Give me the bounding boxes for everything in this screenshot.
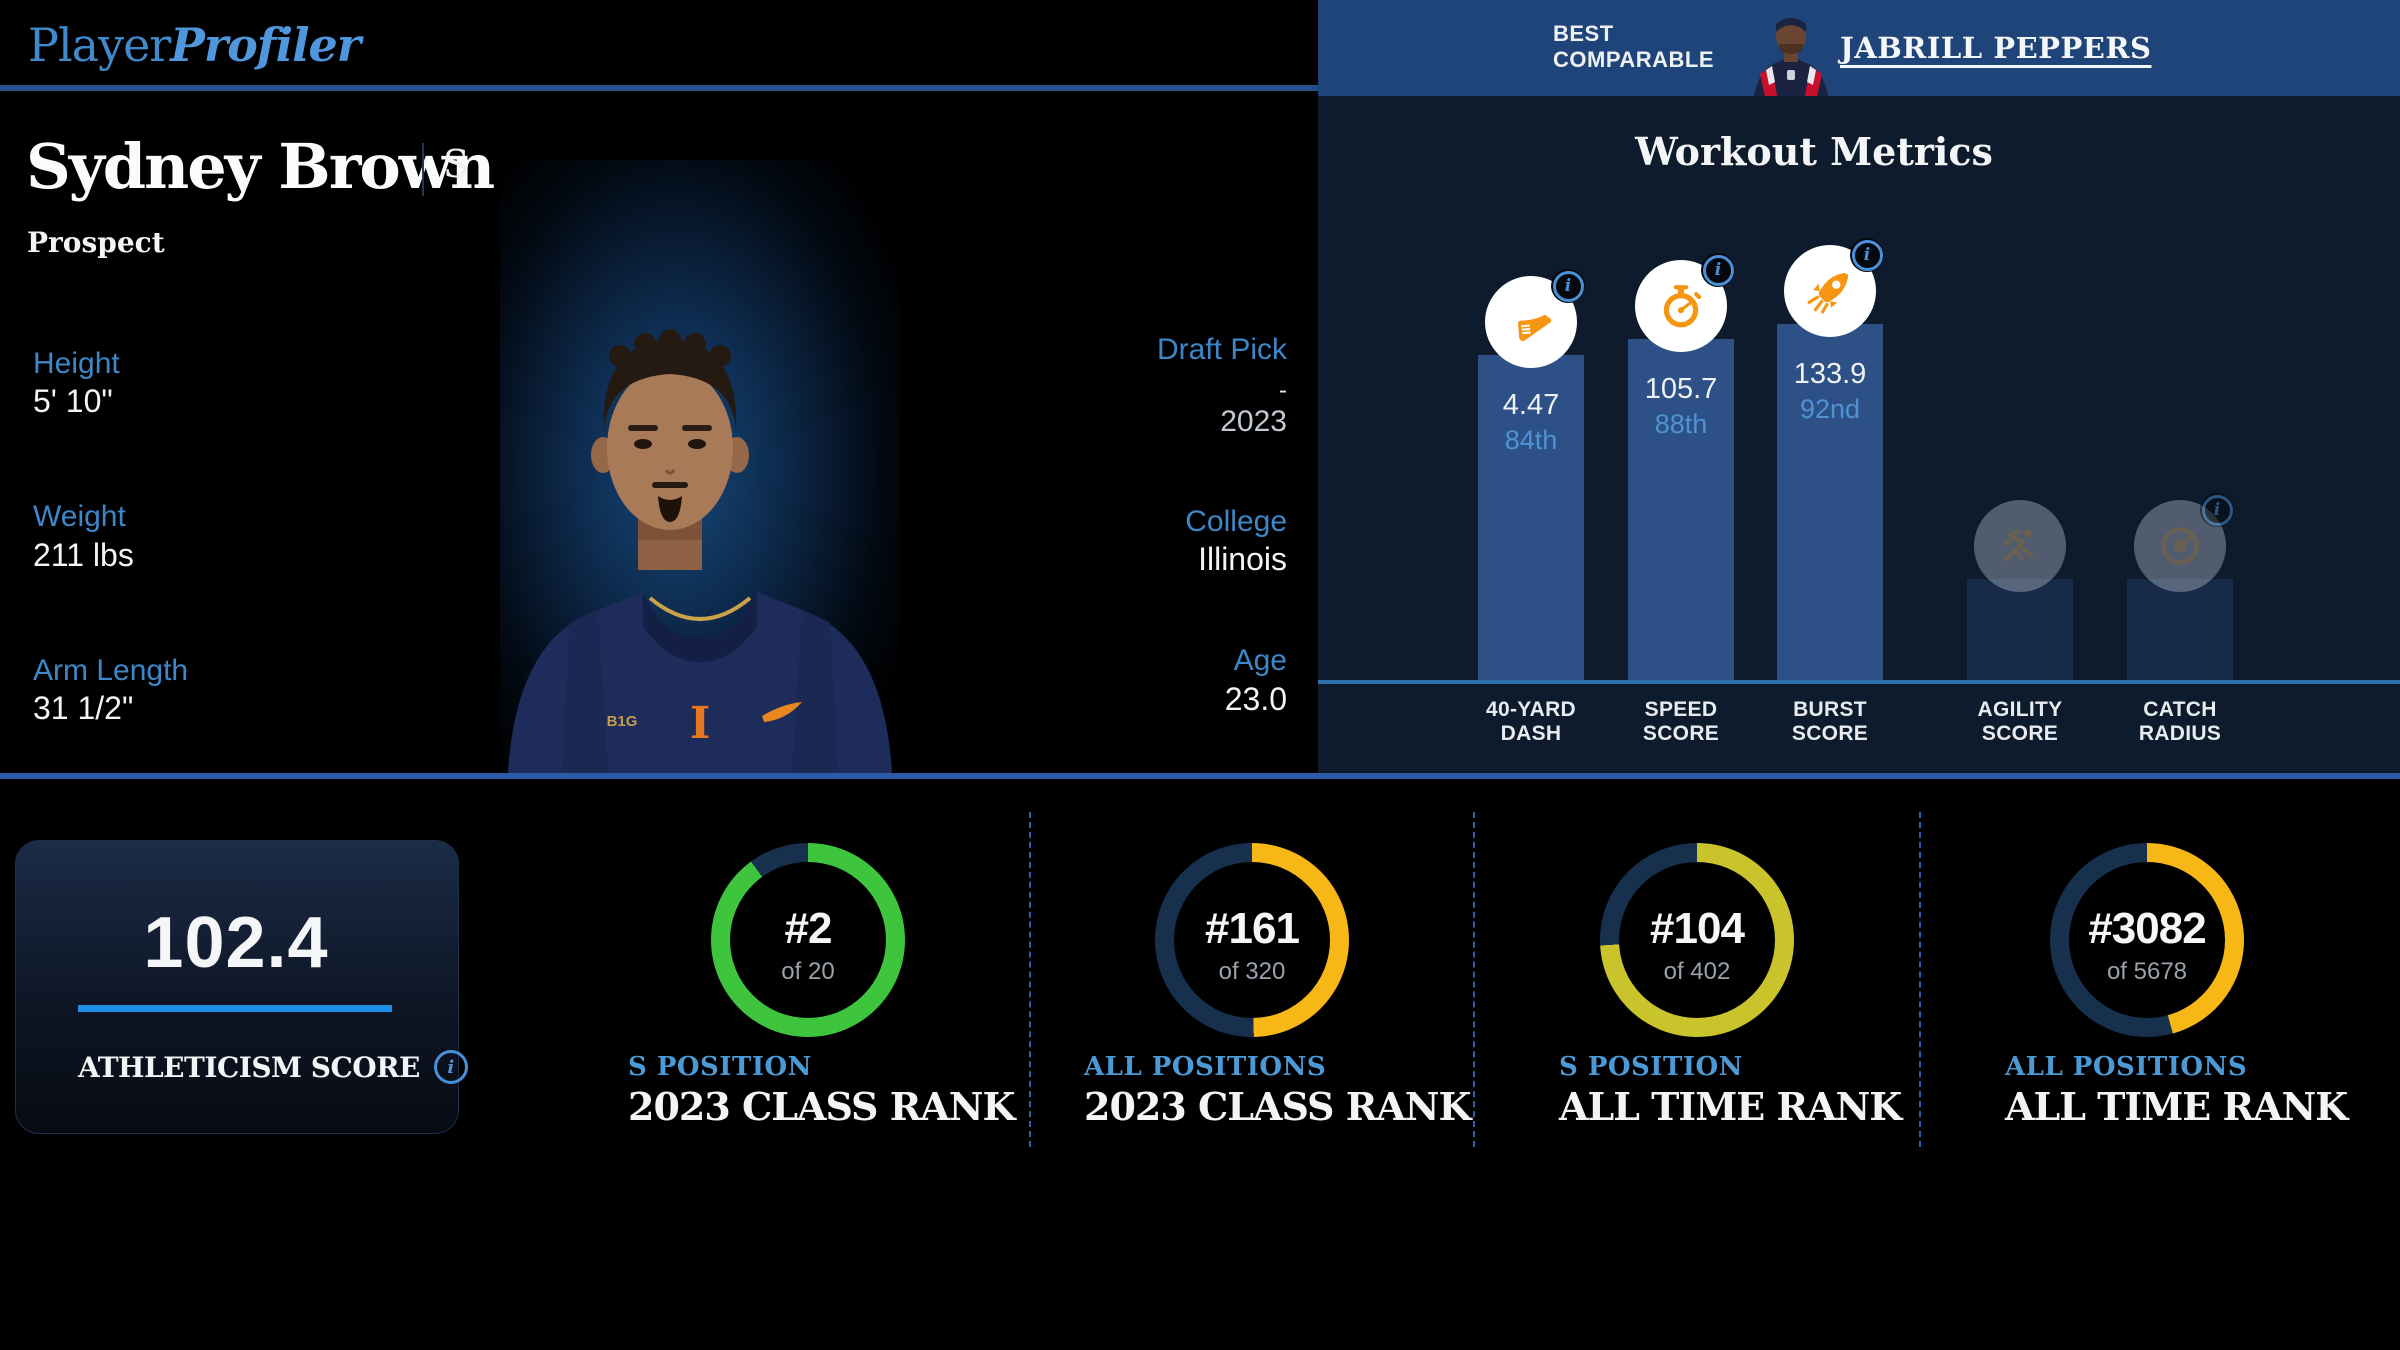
rank-title: ALL TIME RANK xyxy=(2005,1084,2348,1129)
arm-length-value: 31 1/2" xyxy=(33,690,134,726)
metric-40-yard-dash: i 4.47 84th 40-YARD DASH xyxy=(1456,96,1606,777)
header-divider xyxy=(0,85,1318,91)
donut-all-positions-class-rank xyxy=(1155,843,1349,1037)
metric-value: 105.7 xyxy=(1644,373,1718,405)
playerprofiler-logo[interactable]: PlayerProfiler xyxy=(28,18,361,72)
rank-scope: ALL POSITIONS xyxy=(2005,1052,2248,1082)
rank-total: of 320 xyxy=(1218,958,1286,985)
metric-value: 133.9 xyxy=(1793,358,1867,390)
rank-scope: S POSITION xyxy=(628,1052,812,1082)
rank-total: of 402 xyxy=(1663,958,1731,985)
bar-agility-score xyxy=(1967,579,2073,680)
college-label: College xyxy=(1185,505,1287,538)
player-name: Sydney Brown xyxy=(26,130,495,203)
info-icon[interactable]: i xyxy=(2200,493,2234,527)
rank-total: of 5678 xyxy=(2106,958,2188,985)
draft-year: 2023 xyxy=(1220,405,1287,438)
rank-divider xyxy=(1473,812,1475,1147)
chart-baseline xyxy=(1318,680,2400,684)
logo-word-profiler: Profiler xyxy=(170,18,361,72)
svg-text:B1G: B1G xyxy=(607,713,638,730)
metric-percentile: 84th xyxy=(1504,425,1558,455)
bar-speed-score xyxy=(1628,339,1734,680)
height-label: Height xyxy=(33,347,120,380)
weight-value: 211 lbs xyxy=(33,537,134,573)
player-position: S xyxy=(443,142,470,186)
athleticism-score-value: 102.4 xyxy=(143,903,329,983)
workout-metrics-title: Workout Metrics xyxy=(1635,129,1993,174)
arm-length-label: Arm Length xyxy=(33,654,189,687)
donut-all-positions-all-time-rank xyxy=(2050,843,2244,1037)
workout-metrics-panel: Workout Metrics i 4.47 84th 40-YARD DASH xyxy=(1318,96,2400,777)
bar-burst-score xyxy=(1777,324,1883,680)
metric-agility-score: AGILITY SCORE xyxy=(1945,96,2095,777)
draft-pick-value: - xyxy=(1279,377,1287,404)
best-comparable-label: BEST COMPARABLE xyxy=(1553,21,1715,72)
metric-speed-score: i 105.7 88th SPEED SCORE xyxy=(1606,96,1756,777)
runner-icon xyxy=(1974,500,2066,592)
bar-40-yard-dash xyxy=(1478,355,1584,680)
weight-label: Weight xyxy=(33,500,126,533)
bar-catch-radius xyxy=(2127,579,2233,680)
donut-s-position-class-rank xyxy=(711,843,905,1037)
best-comparable-banner: BEST COMPARABLE JABRILL PEPPERS xyxy=(1318,0,2400,96)
metric-label: BURST SCORE xyxy=(1791,698,1869,745)
draft-pick-label: Draft Pick xyxy=(1156,333,1287,366)
shoe-icon xyxy=(1485,276,1577,368)
info-icon[interactable]: i xyxy=(1551,269,1585,303)
metric-label: 40-YARD DASH xyxy=(1485,698,1577,745)
rank-value: #104 xyxy=(1650,904,1745,953)
rank-divider xyxy=(1919,812,1921,1147)
name-position-divider xyxy=(422,143,424,196)
athleticism-score-label: ATHLETICISM SCORE xyxy=(78,1050,420,1084)
comparable-player-link[interactable]: JABRILL PEPPERS xyxy=(1840,31,2152,65)
metric-percentile: 88th xyxy=(1654,409,1708,439)
metric-label: SPEED SCORE xyxy=(1642,698,1720,745)
comparable-player-avatar xyxy=(1754,18,1828,96)
section-divider xyxy=(0,773,2400,779)
rank-divider xyxy=(1029,812,1031,1147)
rank-total: of 20 xyxy=(781,958,835,985)
info-icon[interactable]: i xyxy=(1701,253,1735,287)
rank-value: #161 xyxy=(1205,904,1300,953)
rank-title: ALL TIME RANK xyxy=(1559,1084,1902,1129)
metric-percentile: 92nd xyxy=(1799,394,1861,424)
age-label: Age xyxy=(1233,644,1287,677)
metric-label: CATCH RADIUS xyxy=(2138,698,2222,745)
info-icon[interactable]: i xyxy=(433,1050,468,1084)
metric-value: 4.47 xyxy=(1502,389,1560,421)
svg-text:I: I xyxy=(690,698,711,749)
height-value: 5' 10" xyxy=(33,383,113,419)
rank-value: #2 xyxy=(784,904,833,953)
rank-title: 2023 CLASS RANK xyxy=(628,1084,1016,1129)
athleticism-score-card xyxy=(15,840,459,1134)
donut-s-position-all-time-rank xyxy=(1600,843,1794,1037)
logo-word-player: Player xyxy=(28,18,171,72)
info-icon[interactable]: i xyxy=(1850,238,1884,272)
rank-scope: ALL POSITIONS xyxy=(1084,1052,1327,1082)
rank-value: #3082 xyxy=(2088,904,2206,953)
rank-title: 2023 CLASS RANK xyxy=(1084,1084,1472,1129)
metric-label: AGILITY SCORE xyxy=(1977,698,2063,745)
player-status: Prospect xyxy=(27,226,165,259)
athleticism-score-underline xyxy=(78,1005,392,1012)
college-value: Illinois xyxy=(1198,541,1287,577)
metric-burst-score: i 133.9 92nd BURST SCORE xyxy=(1755,96,1905,777)
metric-catch-radius: i CATCH RADIUS xyxy=(2105,96,2255,777)
age-value: 23.0 xyxy=(1224,681,1287,717)
player-photo: I B1G xyxy=(500,160,900,773)
rank-scope: S POSITION xyxy=(1559,1052,1743,1082)
